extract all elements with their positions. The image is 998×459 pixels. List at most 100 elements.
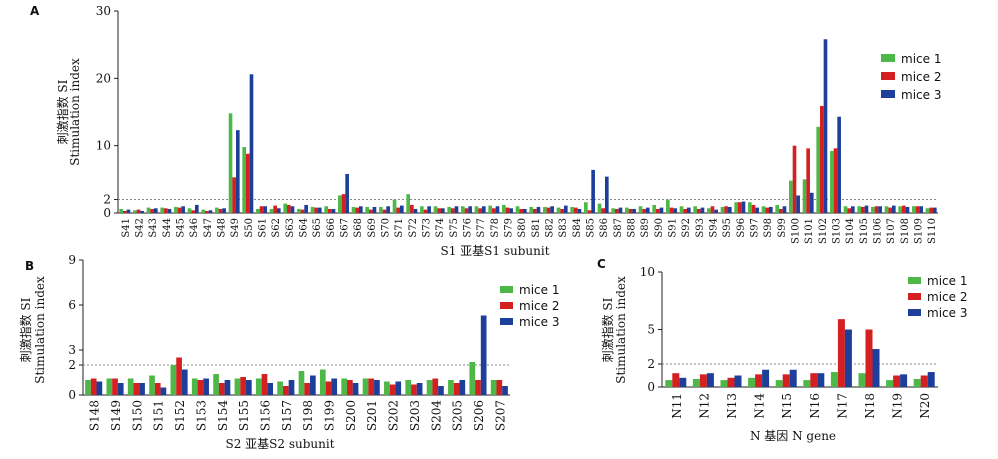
x-tick-label: S94 (709, 218, 720, 238)
bar-s87-mice-2 (615, 208, 619, 213)
x-tick-label: S109 (914, 218, 925, 244)
y-tick-label: 5 (647, 323, 655, 337)
bar-s204-mice-3 (438, 386, 444, 395)
bar-s91-mice-1 (666, 199, 670, 213)
bar-s203-mice-3 (416, 383, 423, 395)
x-tick-label: S84 (572, 218, 583, 238)
bar-s73-mice-1 (420, 206, 424, 213)
bar-s204-mice-2 (432, 378, 439, 395)
bar-s69-mice-3 (372, 206, 377, 213)
legend-swatch-mice-1 (908, 277, 921, 284)
bar-s102-mice-3 (823, 39, 828, 213)
x-tick-label: S88 (627, 218, 638, 238)
bar-s86-mice-2 (601, 208, 605, 213)
x-tick-label: N11 (670, 393, 684, 419)
bar-s108-mice-3 (905, 206, 910, 213)
bar-s95-mice-3 (727, 206, 732, 213)
bar-s79-mice-2 (505, 207, 510, 213)
x-tick-label: S79 (504, 218, 515, 238)
bar-n13-mice-3 (734, 375, 742, 387)
bar-s90-mice-1 (652, 204, 657, 213)
bar-s200-mice-3 (352, 383, 359, 395)
x-tick-label: S207 (493, 400, 507, 431)
x-tick-label: S61 (258, 218, 269, 238)
bar-s76-mice-2 (464, 208, 469, 213)
bar-s153-mice-2 (197, 380, 204, 395)
bar-s94-mice-2 (710, 206, 715, 213)
bar-s104-mice-1 (843, 206, 848, 213)
bar-s153-mice-3 (203, 378, 209, 395)
y-tick-label: 2 (103, 193, 111, 207)
x-tick-label: S75 (449, 218, 460, 238)
bar-s72-mice-1 (406, 194, 411, 213)
bar-s64-mice-1 (297, 208, 301, 213)
bar-s102-mice-2 (820, 105, 824, 213)
x-tick-label: S107 (886, 218, 897, 244)
legend-label-mice-1: mice 1 (901, 52, 941, 66)
x-tick-label: S157 (280, 400, 294, 431)
bar-s75-mice-2 (451, 208, 455, 213)
bar-s93-mice-3 (700, 207, 705, 213)
bar-s65-mice-2 (314, 207, 318, 213)
bar-n17-mice-3 (844, 329, 852, 387)
bar-s44-mice-3 (167, 208, 172, 213)
bar-s50-mice-1 (242, 147, 247, 213)
bar-s100-mice-3 (796, 195, 800, 213)
x-tick-label: S96 (736, 218, 747, 238)
x-tick-label: S148 (88, 400, 102, 431)
bar-s47-mice-3 (208, 210, 213, 213)
x-tick-label: S110 (927, 218, 938, 244)
legend-label-mice-3: mice 3 (901, 88, 941, 102)
bar-s74-mice-2 (437, 208, 441, 213)
bar-s95-mice-1 (720, 206, 725, 213)
x-tick-label: S149 (109, 400, 123, 431)
x-tick-label: S70 (381, 218, 392, 238)
bar-s46-mice-2 (191, 210, 195, 213)
bar-n11-mice-3 (679, 377, 687, 387)
x-tick-label: S66 (326, 218, 337, 238)
x-tick-label: S199 (323, 400, 337, 431)
bar-s69-mice-2 (369, 209, 373, 213)
bar-s82-mice-3 (550, 206, 554, 213)
bar-s49-mice-2 (232, 177, 236, 213)
legend-label-mice-3: mice 3 (519, 315, 559, 329)
bar-s50-mice-3 (249, 74, 254, 213)
bar-s82-mice-1 (543, 206, 547, 213)
bar-s99-mice-1 (775, 204, 780, 213)
bar-s200-mice-1 (341, 378, 348, 395)
bar-s89-mice-1 (638, 206, 643, 213)
bar-s85-mice-1 (584, 202, 588, 213)
y-axis-label: 刺激指数 SI (55, 79, 70, 144)
legend-label-mice-1: mice 1 (519, 283, 559, 297)
bar-s45-mice-2 (177, 207, 182, 213)
bar-s95-mice-2 (724, 206, 728, 213)
x-tick-label: S151 (152, 400, 166, 431)
bar-s80-mice-2 (519, 208, 523, 213)
bar-n17-mice-2 (837, 319, 845, 387)
bar-s93-mice-2 (697, 208, 701, 213)
bar-s71-mice-2 (396, 207, 400, 213)
bar-s109-mice-2 (915, 206, 920, 213)
legend-swatch-mice-1 (881, 54, 895, 62)
bar-s157-mice-2 (282, 386, 289, 395)
x-tick-label: S198 (301, 400, 315, 431)
bar-s202-mice-1 (384, 381, 390, 395)
bar-s107-mice-1 (884, 206, 889, 213)
bar-s148-mice-1 (85, 380, 91, 395)
x-tick-label: S76 (463, 218, 474, 238)
bar-s71-mice-1 (392, 199, 397, 213)
bar-s150-mice-2 (133, 383, 140, 395)
bar-s94-mice-3 (714, 209, 718, 213)
bar-s104-mice-3 (850, 206, 855, 213)
bar-s48-mice-3 (222, 208, 226, 213)
bar-s41-mice-1 (119, 208, 124, 213)
bar-n15-mice-3 (789, 369, 797, 387)
bar-s42-mice-2 (136, 209, 141, 213)
bar-s48-mice-1 (215, 207, 219, 213)
x-tick-label: S150 (130, 400, 144, 431)
x-tick-label: S92 (681, 218, 692, 238)
legend-swatch-mice-1 (500, 286, 513, 293)
bar-n19-mice-2 (893, 375, 901, 387)
bar-n12-mice-3 (706, 373, 714, 387)
y-tick-label: 9 (68, 253, 76, 267)
